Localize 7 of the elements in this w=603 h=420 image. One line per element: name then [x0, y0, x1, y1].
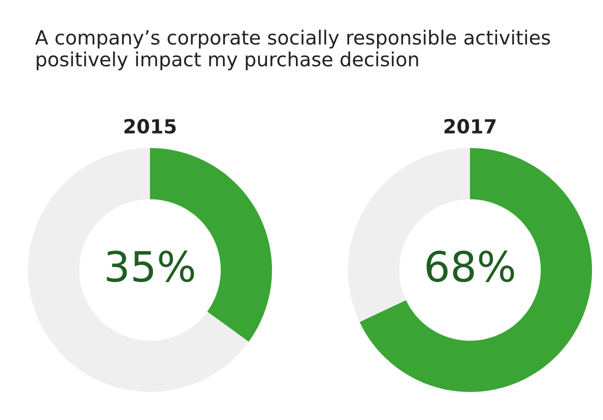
chart-title: A company’s corporate socially responsible activities positively impact my purchase decision [35, 30, 550, 70]
chart-subtitle: 2015 [124, 118, 176, 134]
data-label: 68% [426, 250, 514, 282]
donut-slice [28, 148, 249, 392]
chart-subtitle: 2017 [444, 118, 496, 134]
data-label: 35% [106, 250, 194, 282]
donut-slice [360, 148, 592, 392]
